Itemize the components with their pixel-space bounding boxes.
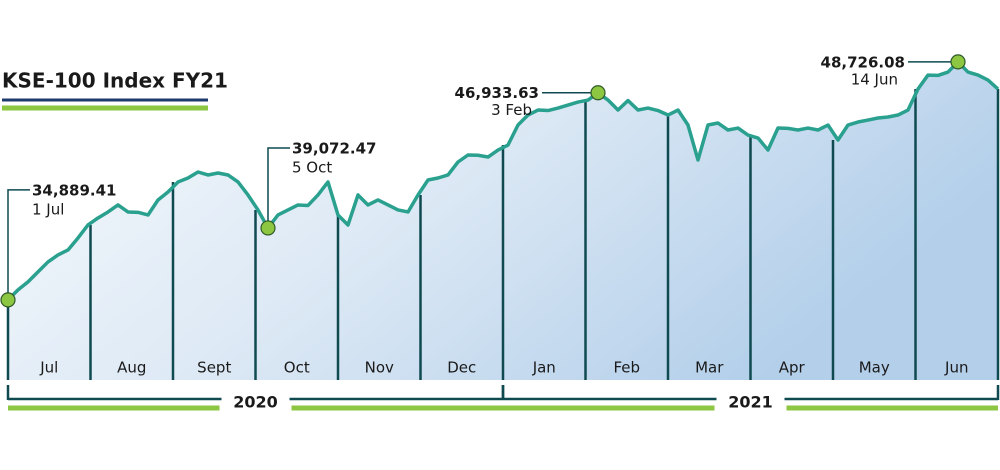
annotation-date: 1 Jul: [32, 200, 64, 218]
annotation-date: 5 Oct: [292, 158, 332, 176]
x-tick-label: Jun: [944, 359, 968, 377]
x-tick-label: Oct: [284, 359, 310, 377]
leader-line: [267, 147, 290, 228]
highlight-point: [0, 292, 16, 308]
annotation-value: 46,933.63: [455, 84, 539, 102]
highlight-point: [260, 220, 276, 236]
x-tick-label: Sept: [197, 359, 231, 377]
annotation-date: 3 Feb: [491, 101, 532, 119]
x-tick-label: Jan: [532, 359, 556, 377]
highlight-point: [590, 85, 606, 101]
year-label: 2021: [728, 393, 773, 412]
year-label: 2020: [233, 393, 278, 412]
annotation-value: 39,072.47: [292, 139, 376, 157]
annotation-value: 34,889.41: [32, 181, 116, 199]
x-tick-label: Feb: [613, 359, 640, 377]
annotation-value: 48,726.08: [821, 53, 905, 71]
year-label-bg: [221, 392, 290, 414]
leader-line: [7, 189, 30, 300]
year-label-bg: [716, 392, 785, 414]
annotation-date: 14 Jun: [851, 70, 898, 88]
x-tick-label: Nov: [365, 359, 394, 377]
x-tick-label: Apr: [779, 359, 806, 377]
x-tick-label: Mar: [695, 359, 724, 377]
x-tick-label: Aug: [117, 359, 146, 377]
chart-title: KSE-100 Index FY21: [2, 69, 228, 93]
x-tick-label: Dec: [447, 359, 476, 377]
line: [6, 60, 1000, 302]
x-tick-label: May: [859, 359, 890, 377]
highlight-point: [950, 54, 966, 70]
x-tick-label: Jul: [39, 359, 58, 377]
